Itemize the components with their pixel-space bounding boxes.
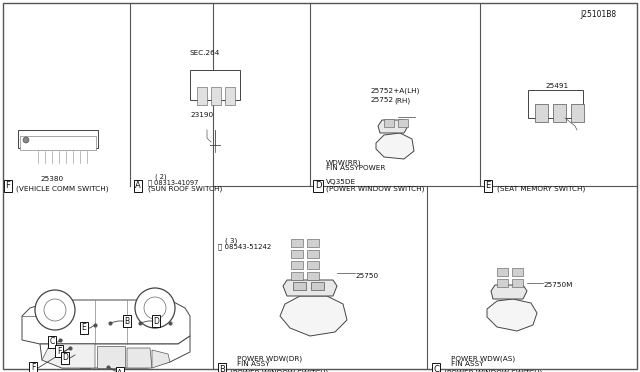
Text: 25750: 25750 [355, 273, 378, 279]
Bar [512, 279, 523, 287]
Polygon shape [378, 120, 408, 133]
Bar [311, 282, 324, 290]
Text: POWER WDW(AS): POWER WDW(AS) [451, 355, 515, 362]
Bar [211, 87, 221, 105]
Text: E: E [82, 324, 86, 333]
Polygon shape [42, 344, 95, 368]
Polygon shape [280, 296, 347, 336]
Bar [20, 136, 96, 150]
Bar [307, 272, 319, 280]
Bar [307, 250, 319, 258]
Polygon shape [127, 348, 152, 368]
Polygon shape [152, 350, 170, 368]
Text: VQ35DE: VQ35DE [326, 179, 356, 185]
Text: 23190: 23190 [190, 112, 213, 118]
Text: (POWER WINDOW SWITCH): (POWER WINDOW SWITCH) [444, 369, 542, 372]
Text: F: F [31, 363, 35, 372]
Text: FIN ASSY: FIN ASSY [451, 361, 484, 367]
Circle shape [23, 137, 29, 143]
Bar [398, 119, 408, 127]
Text: (POWER WINDOW SWITCH): (POWER WINDOW SWITCH) [230, 369, 328, 372]
Polygon shape [491, 285, 527, 299]
Text: E: E [485, 182, 491, 190]
Bar [225, 87, 235, 105]
Text: FIN ASSYPOWER: FIN ASSYPOWER [326, 165, 385, 171]
Text: A: A [117, 369, 123, 372]
Bar [307, 239, 319, 247]
Text: (SUN ROOF SWITCH): (SUN ROOF SWITCH) [148, 186, 222, 192]
Text: Ⓢ 08543-51242: Ⓢ 08543-51242 [218, 243, 271, 250]
Bar [528, 90, 583, 118]
Bar [384, 119, 394, 127]
Text: D: D [315, 182, 321, 190]
Text: ( 3): ( 3) [225, 237, 237, 244]
Text: 25491: 25491 [545, 83, 568, 89]
Bar [197, 87, 207, 105]
Text: (RH): (RH) [394, 97, 410, 103]
Bar [571, 104, 584, 122]
Text: ( 2): ( 2) [155, 173, 166, 180]
Bar [512, 268, 523, 276]
Circle shape [44, 299, 66, 321]
Bar [553, 104, 566, 122]
Bar [291, 250, 303, 258]
Circle shape [35, 290, 75, 330]
Text: 25752: 25752 [370, 97, 393, 103]
Bar [307, 261, 319, 269]
Bar [291, 239, 303, 247]
Polygon shape [283, 280, 337, 296]
Text: 25752+A(LH): 25752+A(LH) [370, 87, 419, 93]
Bar [18, 130, 98, 148]
Text: FIN ASSY: FIN ASSY [237, 361, 269, 367]
Bar [497, 268, 508, 276]
Circle shape [135, 288, 175, 328]
Text: (SEAT MEMORY SWITCH): (SEAT MEMORY SWITCH) [497, 186, 585, 192]
Circle shape [144, 297, 166, 319]
Text: (VEHICLE COMM SWITCH): (VEHICLE COMM SWITCH) [16, 186, 109, 192]
Bar [291, 261, 303, 269]
Polygon shape [97, 346, 125, 368]
Bar [190, 70, 240, 100]
Text: C: C [433, 365, 439, 372]
Polygon shape [487, 299, 537, 331]
Text: 25380: 25380 [40, 176, 63, 182]
Text: A: A [135, 182, 141, 190]
Bar [291, 272, 303, 280]
Polygon shape [40, 336, 190, 368]
Text: Ⓢ 08313-41097: Ⓢ 08313-41097 [148, 179, 198, 186]
Text: J25101B8: J25101B8 [580, 10, 616, 19]
Polygon shape [22, 300, 190, 344]
Text: D: D [62, 353, 68, 362]
Text: F: F [57, 346, 61, 356]
Text: 25750M: 25750M [543, 282, 572, 288]
Text: F: F [6, 182, 10, 190]
Text: D: D [153, 317, 159, 326]
Bar [293, 282, 306, 290]
Bar [535, 104, 548, 122]
Text: WDW(RR): WDW(RR) [326, 159, 362, 166]
Text: (POWER WINDOW SWITCH): (POWER WINDOW SWITCH) [326, 186, 424, 192]
Text: C: C [49, 337, 54, 346]
Text: B: B [219, 365, 225, 372]
Text: POWER WDW(DR): POWER WDW(DR) [237, 355, 302, 362]
Text: B: B [124, 317, 129, 326]
Bar [497, 279, 508, 287]
Text: SEC.264: SEC.264 [190, 50, 220, 56]
Polygon shape [376, 133, 414, 159]
